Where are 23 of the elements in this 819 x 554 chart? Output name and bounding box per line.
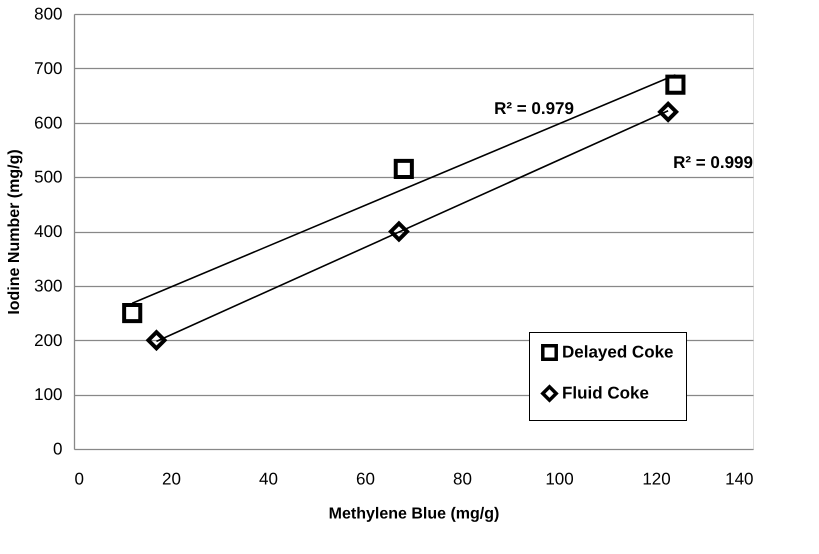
y-tick-label: 400 — [34, 222, 62, 241]
legend-label: Delayed Coke — [562, 342, 674, 362]
x-tick-label: 40 — [259, 470, 278, 488]
y-tick-label: 200 — [34, 330, 62, 350]
y-tick-label: 700 — [34, 58, 62, 78]
y-tick-label: 500 — [34, 168, 62, 187]
y-tick-label: 600 — [34, 113, 62, 132]
x-tick-label: 100 — [545, 470, 574, 488]
x-tick-label: 60 — [356, 470, 375, 488]
x-tick-label: 120 — [642, 470, 671, 488]
x-tick-label: 0 — [74, 470, 84, 488]
y-axis-title: Iodine Number (mg/g) — [6, 149, 24, 315]
x-axis-title: Methylene Blue (mg/g) — [328, 506, 500, 522]
legend-label: Fluid Coke — [562, 384, 649, 402]
x-tick-label: 140 — [725, 470, 754, 488]
annotation: R² = 0.999 — [673, 153, 753, 172]
y-tick-label: 0 — [53, 440, 62, 458]
x-tick-label: 80 — [453, 470, 472, 488]
x-tick-label: 20 — [162, 470, 181, 488]
y-tick-label: 300 — [34, 276, 62, 296]
y-tick-label: 100 — [34, 385, 62, 404]
annotation: R² = 0.979 — [494, 99, 574, 118]
y-tick-label: 800 — [34, 4, 62, 24]
